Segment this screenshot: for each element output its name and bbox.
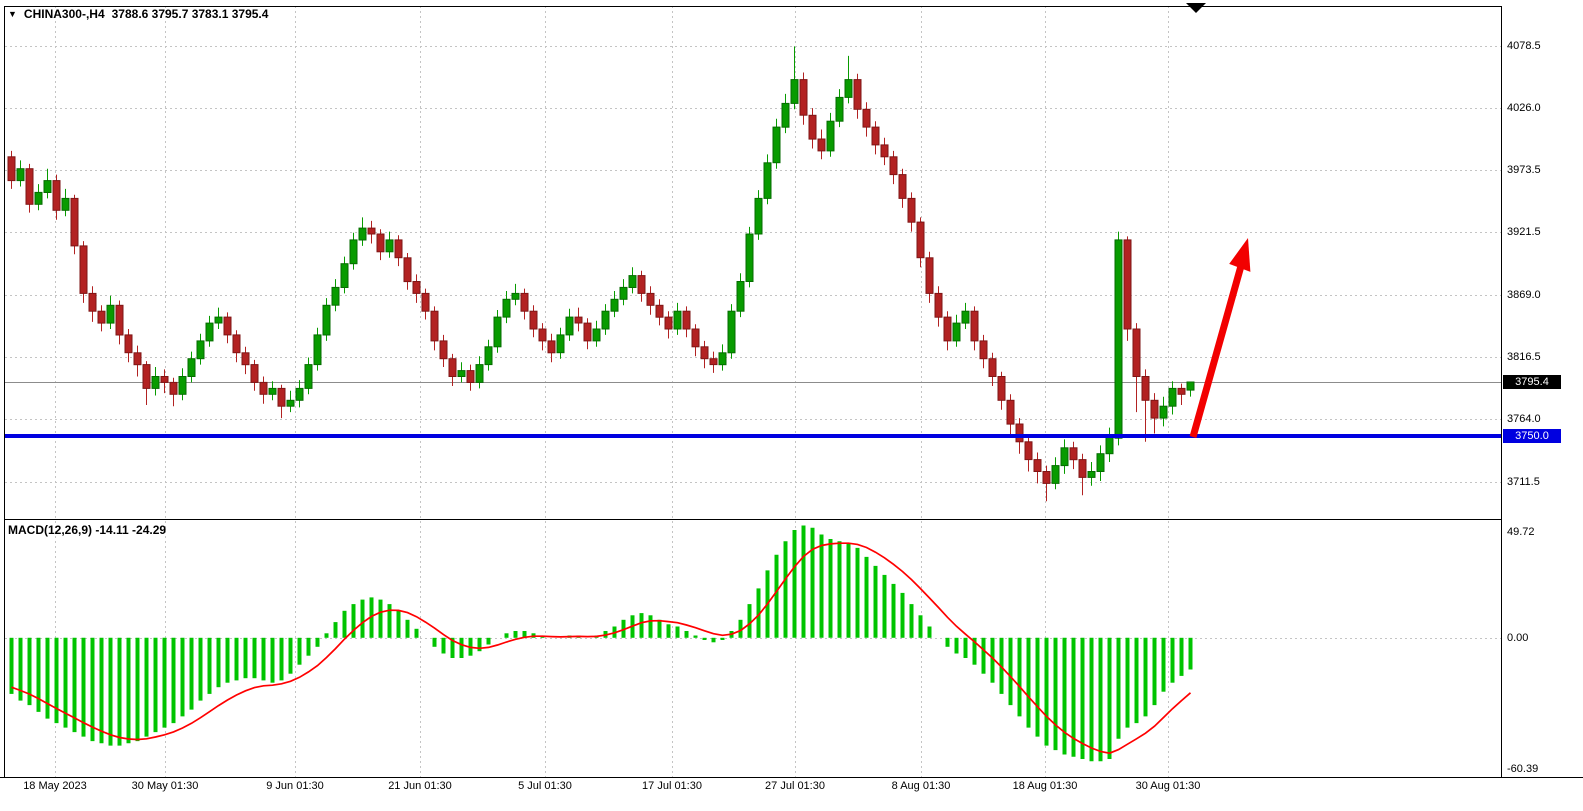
price-tick-label: 4078.5 <box>1507 40 1541 52</box>
support-line[interactable] <box>5 434 1501 438</box>
time-axis-label: 8 Aug 01:30 <box>891 780 951 792</box>
price-tick-label: 3973.5 <box>1507 164 1541 176</box>
time-axis-label: 5 Jul 01:30 <box>518 780 572 792</box>
chart-title-bar: ▼ CHINA300-,H4 3788.6 3795.7 3783.1 3795… <box>8 7 268 21</box>
symbol-period-label: CHINA300-,H4 <box>23 7 105 21</box>
candlestick-series <box>7 46 1195 502</box>
macd-signal-line <box>11 542 1192 755</box>
macd-histogram <box>9 525 1193 762</box>
macd-tick-label: 49.72 <box>1507 526 1535 538</box>
price-tick-label: 3764.0 <box>1507 413 1541 425</box>
time-axis-label: 18 May 2023 <box>23 780 87 792</box>
chart-shift-marker[interactable] <box>1186 3 1206 13</box>
macd-indicator-label: MACD(12,26,9) -14.11 -24.29 <box>8 523 167 537</box>
time-axis-label: 17 Jul 01:30 <box>642 780 702 792</box>
price-tick-label: 3869.0 <box>1507 289 1541 301</box>
current-price-tag: 3795.4 <box>1503 375 1561 389</box>
price-tick-label: 3711.5 <box>1507 476 1540 488</box>
panel-borders <box>0 6 1583 778</box>
time-axis-label: 21 Jun 01:30 <box>388 780 452 792</box>
time-axis-label: 30 Aug 01:30 <box>1135 780 1201 792</box>
price-tick-label: 3816.5 <box>1507 351 1541 363</box>
trend-arrow-annotation[interactable] <box>1189 238 1251 438</box>
ohlc-readout: 3788.6 3795.7 3783.1 3795.4 <box>111 7 269 21</box>
time-axis-label: 9 Jun 01:30 <box>266 780 324 792</box>
time-axis-label: 18 Aug 01:30 <box>1012 780 1078 792</box>
macd-tick-label: -60.39 <box>1507 763 1539 775</box>
time-axis-label: 30 May 01:30 <box>131 780 199 792</box>
chart-logo-icon: ▼ <box>8 9 17 19</box>
price-tick-label: 3921.5 <box>1507 226 1541 238</box>
macd-tick-label: 0.00 <box>1507 632 1529 644</box>
price-tick-label: 4026.0 <box>1507 102 1541 114</box>
time-axis-label: 27 Jul 01:30 <box>765 780 825 792</box>
support-line-price-tag[interactable]: 3750.0 <box>1503 429 1561 443</box>
